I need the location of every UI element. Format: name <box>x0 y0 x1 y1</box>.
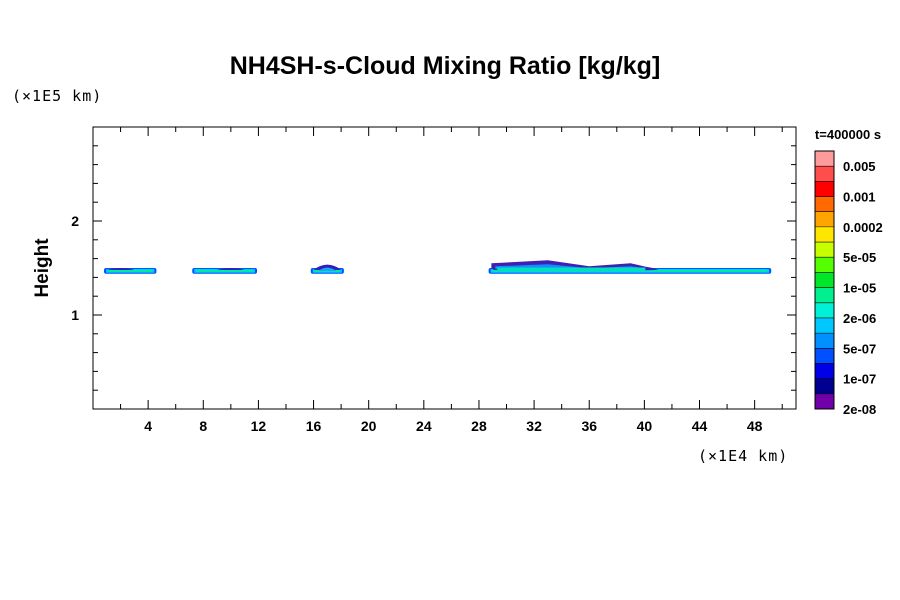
colorbar-label: 2e-08 <box>843 402 876 417</box>
colorbar-legend: 0.005 0.001 0.0002 5e-05 1e-05 2e-06 5e-07 1e-0… <box>814 150 883 417</box>
x-tick-label: 48 <box>747 418 763 434</box>
y-tick-label: 1 <box>71 307 79 323</box>
cloud-layer <box>310 264 344 274</box>
cloud-peak-inner <box>318 267 337 271</box>
colorbar-label: 0.0002 <box>843 220 883 235</box>
x-tick-label: 4 <box>144 418 152 434</box>
colorbar-cell <box>815 333 834 349</box>
colorbar-cell <box>815 166 834 182</box>
x-tick-label: 28 <box>471 418 487 434</box>
y-tick-label: 2 <box>71 213 79 229</box>
colorbar-cell <box>815 181 834 198</box>
colorbar-cell <box>815 226 834 243</box>
colorbar-cell <box>815 196 834 213</box>
cloud-contours <box>104 260 772 274</box>
colorbar-cell <box>815 302 834 319</box>
colorbar-cell <box>815 348 834 364</box>
cloud-peak <box>313 264 342 270</box>
x-axis-unit: (×1E4 km) <box>698 447 788 465</box>
colorbar-cell <box>815 211 834 228</box>
colorbar-cell <box>815 393 834 410</box>
colorbar-label: 0.001 <box>843 190 876 205</box>
cloud-layer <box>104 267 157 274</box>
colorbar-cell <box>815 363 834 380</box>
colorbar-label: 2e-06 <box>843 311 876 326</box>
cloud-upper-band-core <box>497 267 646 272</box>
x-tick-label: 16 <box>306 418 322 434</box>
colorbar-label: 5e-05 <box>843 250 876 265</box>
x-tick-label: 44 <box>692 418 708 434</box>
colorbar-frame <box>814 150 835 410</box>
x-tick-label: 24 <box>416 418 432 434</box>
x-tick-label: 12 <box>251 418 267 434</box>
cloud-peak <box>216 267 245 270</box>
colorbar-cell <box>815 287 834 304</box>
y-axis-title: Height <box>32 238 53 298</box>
colorbar-label: 1e-07 <box>843 372 876 387</box>
colorbar-cell <box>815 272 834 289</box>
colorbar-label: 1e-05 <box>843 281 876 296</box>
x-tick-label: 20 <box>361 418 377 434</box>
colorbar-cell <box>815 257 834 273</box>
colorbar-cell <box>815 317 834 334</box>
x-tick-label: 36 <box>581 418 597 434</box>
cloud-layer <box>488 260 772 274</box>
x-tick-label: 40 <box>637 418 653 434</box>
cloud-core <box>196 269 254 272</box>
x-tick-label: 32 <box>526 418 542 434</box>
chart-title: NH4SH-s-Cloud Mixing Ratio [kg/kg] <box>230 52 661 80</box>
x-axis: 4 8 12 16 20 24 28 32 36 40 44 48 <box>120 127 783 434</box>
colorbar-cell <box>815 151 834 167</box>
cloud-core <box>108 269 153 272</box>
plot-frame <box>92 126 797 410</box>
cloud-peak <box>106 267 135 270</box>
time-label: t=400000 s <box>815 127 881 142</box>
colorbar-label: 0.005 <box>843 159 876 174</box>
colorbar-cell <box>815 242 834 258</box>
y-axis: 12 <box>71 145 796 391</box>
colorbar-cell <box>815 378 834 395</box>
colorbar-label: 5e-07 <box>843 341 876 356</box>
x-tick-label: 8 <box>199 418 207 434</box>
cloud-layer <box>192 267 258 274</box>
y-axis-unit: (×1E5 km) <box>12 87 102 105</box>
